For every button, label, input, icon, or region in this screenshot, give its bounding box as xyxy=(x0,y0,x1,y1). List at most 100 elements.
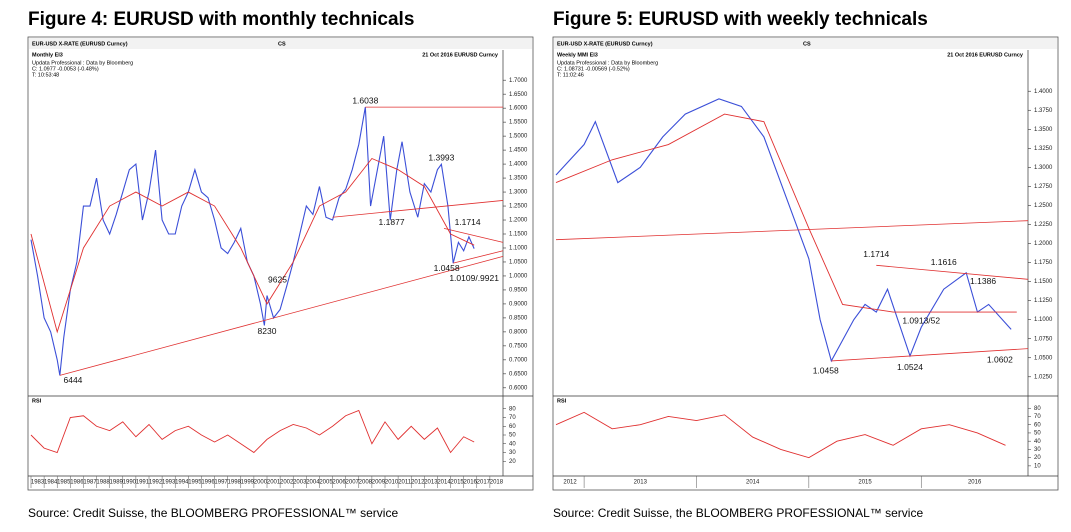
x-tick-label: 2006 xyxy=(332,480,346,486)
annotation: 1.0458 xyxy=(434,263,460,273)
rsi-tick-label: 40 xyxy=(1034,439,1041,445)
x-tick-label: 1995 xyxy=(188,480,202,486)
y-tick-label: 1.3500 xyxy=(509,176,528,182)
x-tick-label: 2016 xyxy=(968,480,982,486)
x-tick-label: 2017 xyxy=(477,480,491,486)
rsi-tick-label: 30 xyxy=(1034,447,1041,453)
x-tick-label: 2014 xyxy=(437,480,451,486)
x-tick-label: 1983 xyxy=(31,480,45,486)
x-tick-label: 2003 xyxy=(293,480,307,486)
y-tick-label: 1.5500 xyxy=(509,120,528,126)
y-tick-label: 0.7000 xyxy=(509,357,528,363)
x-tick-label: 1985 xyxy=(57,480,71,486)
x-tick-label: 2007 xyxy=(346,480,360,486)
moving-average xyxy=(555,113,1017,313)
date-ticker: 21 Oct 2016 EURUSD Curncy xyxy=(422,52,499,58)
rsi-tick-label: 50 xyxy=(1034,431,1041,437)
x-tick-label: 2015 xyxy=(858,480,872,486)
annotation: 1.0524 xyxy=(897,362,923,372)
annotation: 1.1714 xyxy=(455,217,481,227)
y-tick-label: 1.3750 xyxy=(1034,108,1053,114)
x-tick-label: 2005 xyxy=(319,480,333,486)
annotation: 1.0109/.9921 xyxy=(449,273,499,283)
trendline xyxy=(453,250,504,264)
x-tick-label: 2004 xyxy=(306,480,320,486)
y-tick-label: 1.2500 xyxy=(509,204,528,210)
rsi-tick-label: 60 xyxy=(1034,422,1041,428)
rsi-tick-label: 30 xyxy=(509,450,516,456)
x-tick-label: 2011 xyxy=(398,480,412,486)
annotation: 1.0458 xyxy=(813,366,839,376)
y-tick-label: 0.9000 xyxy=(509,301,528,307)
annotation: 1.6038 xyxy=(352,95,378,105)
y-tick-label: 0.7500 xyxy=(509,343,528,349)
x-tick-label: 2014 xyxy=(746,480,760,486)
rsi-tick-label: 20 xyxy=(509,459,516,465)
x-tick-label: 2013 xyxy=(424,480,438,486)
annotation: 1.0913/52 xyxy=(902,315,940,325)
y-tick-label: 1.2500 xyxy=(1034,203,1053,209)
y-tick-label: 1.1750 xyxy=(1034,260,1053,266)
price-line xyxy=(30,107,475,376)
y-tick-label: 0.8500 xyxy=(509,315,528,321)
y-tick-label: 1.2250 xyxy=(1034,222,1053,228)
price-line xyxy=(555,98,1012,363)
x-tick-label: 2012 xyxy=(411,480,425,486)
annotation: 9625 xyxy=(268,274,287,284)
trendline xyxy=(59,255,504,376)
figure-title: Figure 4: EURUSD with monthly technicals xyxy=(28,9,414,30)
rsi-line xyxy=(555,411,1006,459)
y-tick-label: 1.0250 xyxy=(1034,374,1053,380)
instrument: EUR-USD X-RATE (EURUSD Curncy) xyxy=(557,41,653,47)
y-tick-label: 1.1000 xyxy=(1034,317,1053,323)
x-tick-label: 1989 xyxy=(110,480,124,486)
provider: Updata Professional : Data by Bloomberg xyxy=(557,60,658,66)
x-tick-label: 2018 xyxy=(490,480,504,486)
source: Source: Credit Suisse, the BLOOMBERG PRO… xyxy=(553,506,923,520)
time: T: 11:02:46 xyxy=(557,72,584,78)
x-tick-label: 1991 xyxy=(136,480,150,486)
y-tick-label: 1.2000 xyxy=(509,218,528,224)
rsi-tick-label: 40 xyxy=(509,441,516,447)
rsi-tick-label: 60 xyxy=(509,424,516,430)
y-tick-label: 0.6000 xyxy=(509,385,528,391)
y-tick-label: 1.5000 xyxy=(509,134,528,140)
annotation: 1.1616 xyxy=(931,257,957,267)
frame xyxy=(552,36,1059,491)
y-tick-label: 1.0500 xyxy=(509,260,528,266)
rsi-tick-label: 20 xyxy=(1034,455,1041,461)
trendline xyxy=(332,200,504,218)
annotation: 1.1386 xyxy=(970,276,996,286)
trendline xyxy=(443,228,504,243)
broker: CS xyxy=(278,41,286,47)
figure-title: Figure 5: EURUSD with weekly technicals xyxy=(553,9,928,30)
instrument: EUR-USD X-RATE (EURUSD Curncy) xyxy=(32,41,128,47)
x-tick-label: 1998 xyxy=(228,480,242,486)
y-tick-label: 1.4000 xyxy=(1034,89,1053,95)
annotation: 1.1714 xyxy=(863,249,889,259)
moving-average xyxy=(30,157,475,334)
header-bar xyxy=(29,38,532,49)
y-tick-label: 1.0750 xyxy=(1034,336,1053,342)
x-tick-label: 1987 xyxy=(83,480,97,486)
time: T: 10:53:48 xyxy=(32,72,59,78)
rsi-label: RSI xyxy=(32,398,42,404)
y-tick-label: 1.6500 xyxy=(509,92,528,98)
y-tick-label: 1.7000 xyxy=(509,78,528,84)
rsi-tick-label: 10 xyxy=(1034,463,1041,469)
y-tick-label: 1.0000 xyxy=(509,274,528,280)
source: Source: Credit Suisse, the BLOOMBERG PRO… xyxy=(28,506,398,520)
trendline xyxy=(555,220,1029,241)
y-tick-label: 0.6500 xyxy=(509,371,528,377)
y-tick-label: 1.1500 xyxy=(509,232,528,238)
period-label: Weekly MMI EI3 xyxy=(557,52,598,58)
broker: CS xyxy=(803,41,811,47)
y-tick-label: 1.3000 xyxy=(1034,165,1053,171)
rsi-tick-label: 70 xyxy=(1034,414,1041,420)
y-tick-label: 1.6000 xyxy=(509,106,528,112)
quote: C: 1.0977 -0.0053 (-0.48%) xyxy=(32,66,99,72)
y-tick-label: 1.3250 xyxy=(1034,146,1053,152)
rsi-label: RSI xyxy=(557,398,567,404)
y-tick-label: 0.8000 xyxy=(509,329,528,335)
x-tick-label: 1986 xyxy=(70,480,84,486)
